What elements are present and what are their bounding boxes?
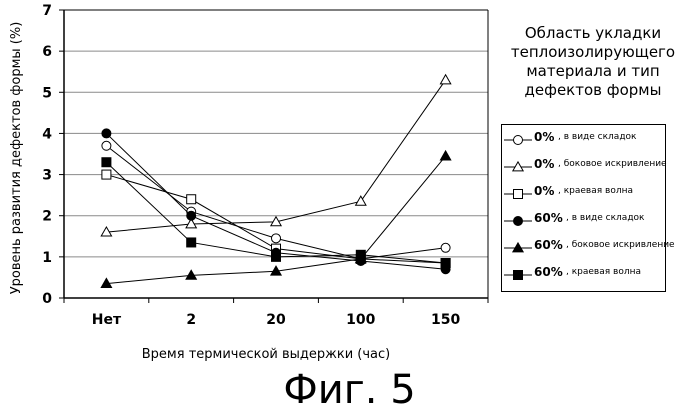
legend-percent: 60% [534, 265, 563, 279]
data-point-square [272, 252, 281, 261]
legend-item: 0% , краевая волна [502, 181, 665, 207]
legend: 0% , в виде складок 0% , боковое искривлени… [501, 124, 666, 292]
data-point-triangle [356, 196, 366, 205]
data-point-square [102, 170, 111, 179]
data-point-circle [441, 243, 450, 252]
y-tick-label: 3 [42, 168, 52, 184]
legend-description: , боковое искривление [558, 159, 667, 169]
data-point-triangle [513, 243, 523, 252]
x-tick-label: 150 [431, 312, 460, 328]
x-tick-label: Нет [92, 312, 122, 328]
data-point-circle [102, 129, 111, 138]
legend-item: 0% , в виде складок [502, 127, 665, 153]
legend-title-line: Область укладки [498, 24, 688, 43]
data-point-circle [514, 136, 523, 145]
legend-swatch [504, 239, 532, 257]
data-point-circle [187, 211, 196, 220]
data-point-circle [272, 234, 281, 243]
legend-description: , краевая волна [558, 186, 633, 196]
legend-item: 60%, краевая волна [502, 262, 665, 288]
legend-item: 60%, боковое искривление [502, 235, 665, 261]
data-point-square [514, 190, 523, 199]
y-tick-label: 0 [42, 291, 52, 307]
legend-swatch [504, 266, 532, 284]
legend-item: 60%, в виде складок [502, 208, 665, 234]
legend-title-line: материала и тип [498, 62, 688, 81]
legend-swatch [504, 131, 532, 149]
legend-description: , в виде складок [558, 132, 636, 142]
legend-swatch [504, 185, 532, 203]
legend-title-line: теплоизолирующего [498, 43, 688, 62]
legend-percent: 0% [534, 130, 554, 144]
x-tick-label: 20 [266, 312, 286, 328]
legend-description: , краевая волна [566, 267, 641, 277]
series-line [106, 80, 445, 232]
data-point-triangle [513, 162, 523, 171]
legend-item: 0% , боковое искривление [502, 154, 665, 180]
y-tick-label: 6 [42, 44, 52, 60]
legend-title: Область укладки теплоизолирующего матери… [498, 24, 688, 100]
legend-percent: 60% [534, 211, 563, 225]
data-point-square [356, 250, 365, 259]
legend-title-line: дефектов формы [498, 81, 688, 100]
legend-swatch [504, 158, 532, 176]
data-point-circle [102, 141, 111, 150]
y-tick-label: 5 [42, 85, 52, 101]
y-tick-label: 1 [42, 250, 52, 266]
series-0-боковое-искривление [101, 75, 451, 236]
data-point-circle [514, 217, 523, 226]
data-point-square [187, 195, 196, 204]
x-tick-label: 2 [186, 312, 196, 328]
data-point-square [441, 259, 450, 268]
x-axis-label: Время термической выдержки (час) [142, 347, 390, 362]
figure-caption: Фиг. 5 [0, 368, 699, 412]
y-axis-label: Уровень развития дефектов формы (%) [9, 22, 24, 295]
data-point-triangle [440, 151, 450, 160]
y-tick-label: 4 [42, 126, 52, 142]
series-group [101, 75, 451, 288]
y-tick-label: 7 [42, 3, 52, 19]
data-point-triangle [440, 75, 450, 84]
legend-percent: 0% [534, 157, 554, 171]
data-point-square [187, 238, 196, 247]
x-tick-label: 100 [346, 312, 375, 328]
legend-description: , боковое искривление [566, 240, 675, 250]
y-tick-label: 2 [42, 209, 52, 225]
legend-percent: 60% [534, 238, 563, 252]
data-point-square [514, 271, 523, 280]
legend-percent: 0% [534, 184, 554, 198]
legend-description: , в виде складок [566, 213, 644, 223]
data-point-square [102, 158, 111, 167]
legend-swatch [504, 212, 532, 230]
